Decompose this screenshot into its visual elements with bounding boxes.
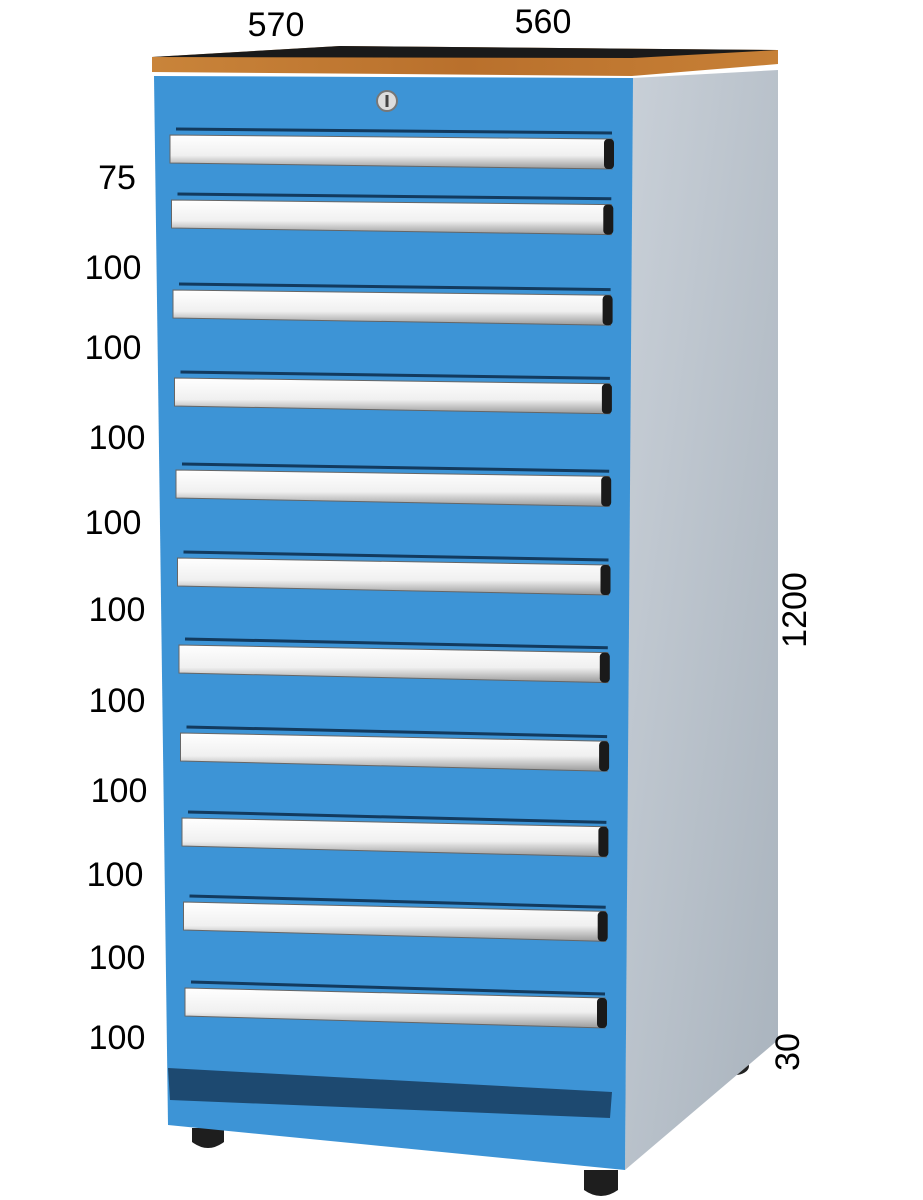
handle-cap xyxy=(602,295,613,326)
width-label: 570 xyxy=(248,6,305,44)
drawer-height-label: 100 xyxy=(89,1019,146,1057)
drawer-handle xyxy=(172,289,612,326)
cabinet-base xyxy=(168,1068,612,1118)
drawer-handle xyxy=(178,644,609,684)
drawer-gap xyxy=(180,370,610,380)
drawer-height-label: 75 xyxy=(98,159,136,197)
cabinet-front xyxy=(154,76,633,1170)
depth-label: 560 xyxy=(515,3,572,41)
drawer-gap xyxy=(189,894,606,909)
drawer-gap xyxy=(187,810,607,824)
handle-cap xyxy=(604,139,614,169)
drawer-handle xyxy=(183,901,607,942)
drawer-handle xyxy=(184,987,606,1029)
drawer-height-label: 100 xyxy=(89,682,146,720)
drawer-gap xyxy=(184,637,608,650)
drawer-gap xyxy=(175,127,613,135)
worktop-mat xyxy=(152,46,778,58)
drawer-handle xyxy=(177,557,609,596)
handle-cap xyxy=(600,565,611,595)
drawer-gap xyxy=(181,462,610,473)
handle-cap xyxy=(598,826,609,857)
handle-cap xyxy=(597,911,608,942)
drawer-handle xyxy=(181,817,607,858)
drawer-handle xyxy=(180,732,608,772)
drawer-gap xyxy=(183,550,609,562)
drawer-height-label: 100 xyxy=(87,856,144,894)
drawer-height-label: 100 xyxy=(89,419,146,457)
drawer-gap xyxy=(178,282,611,292)
drawers xyxy=(169,127,614,1029)
drawer-height-label: 100 xyxy=(89,939,146,977)
drawer-gap xyxy=(190,980,606,996)
drawer-handle xyxy=(174,377,611,415)
drawer-height-label: 100 xyxy=(85,329,142,367)
handle-cap xyxy=(601,476,612,507)
handle-cap xyxy=(597,998,607,1028)
drawer-handle xyxy=(171,199,612,236)
handle-cap xyxy=(603,204,614,235)
feet-label: 30 xyxy=(769,1033,807,1071)
handle-cap xyxy=(601,383,612,414)
drawer-handle xyxy=(175,469,610,507)
drawer-height-label: 100 xyxy=(89,591,146,629)
drawer-height-label: 100 xyxy=(91,772,148,810)
drawer-height-label: 100 xyxy=(85,504,142,542)
foot xyxy=(584,1170,618,1196)
cabinet-side xyxy=(625,70,778,1170)
height-label: 1200 xyxy=(776,572,814,648)
drawer-handle xyxy=(169,134,613,170)
drawer-gap xyxy=(177,192,612,201)
foot xyxy=(192,1128,224,1148)
drawer-gap xyxy=(186,725,608,739)
lock-slot xyxy=(385,95,389,107)
drawer-height-label: 100 xyxy=(85,249,142,287)
handle-cap xyxy=(599,741,610,772)
handle-cap xyxy=(599,652,610,683)
